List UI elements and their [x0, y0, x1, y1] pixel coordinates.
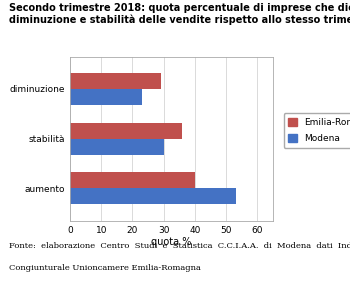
Text: Congiunturale Unioncamere Emilia-Romagna: Congiunturale Unioncamere Emilia-Romagna: [9, 264, 201, 272]
Legend: Emilia-Romagna, Modena: Emilia-Romagna, Modena: [284, 113, 350, 148]
Text: Secondo trimestre 2018: quota percentuale di imprese che dichiarano aumento,
dim: Secondo trimestre 2018: quota percentual…: [9, 3, 350, 25]
Bar: [70, 123, 182, 139]
Bar: [70, 89, 142, 105]
Bar: [70, 173, 195, 188]
Text: Fonte:  elaborazione  Centro  Studi  e  Statistica  C.C.I.A.A.  di  Modena  dati: Fonte: elaborazione Centro Studi e Stati…: [9, 242, 350, 250]
Bar: [70, 73, 161, 89]
Bar: [70, 139, 164, 155]
X-axis label: quota %: quota %: [151, 237, 192, 247]
Bar: [70, 188, 236, 204]
